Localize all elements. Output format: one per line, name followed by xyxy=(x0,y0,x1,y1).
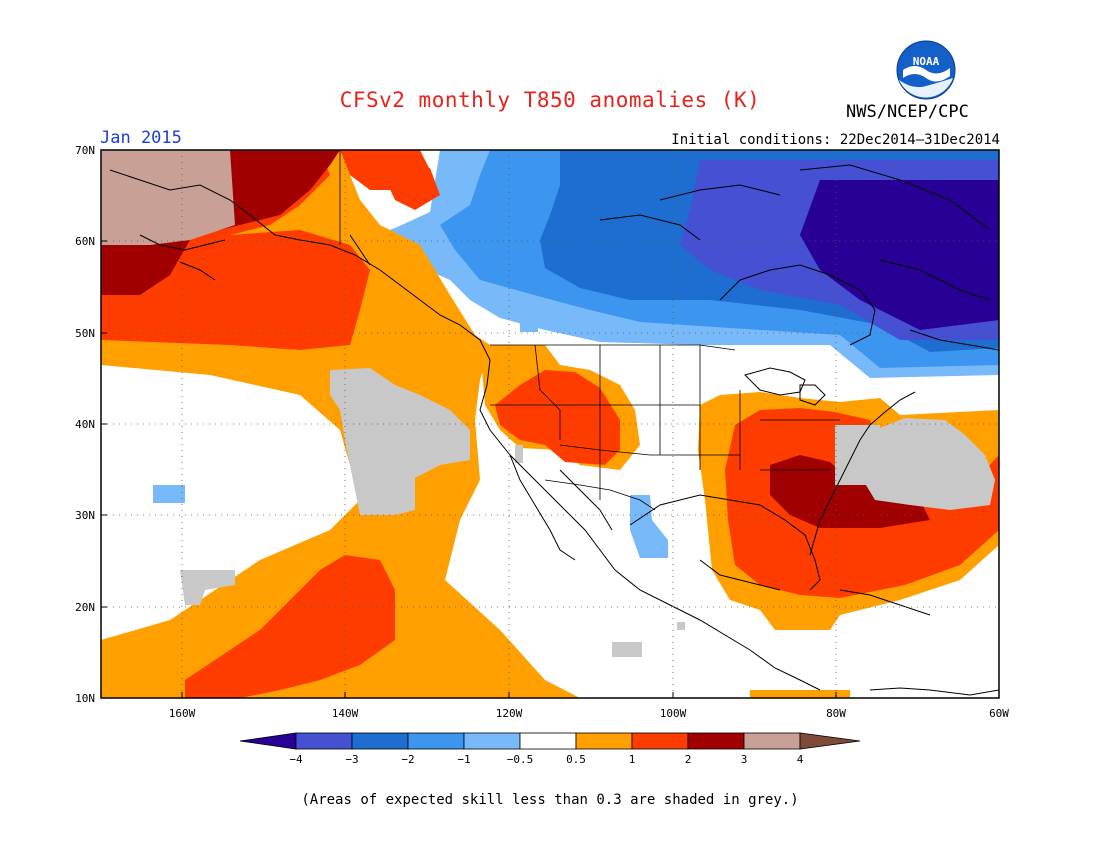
lat-label: 50N xyxy=(75,327,95,340)
colorbar-label: 4 xyxy=(797,753,804,766)
borders xyxy=(339,150,840,511)
colorbar-label: −0.5 xyxy=(507,753,534,766)
lon-label: 140W xyxy=(332,707,359,720)
colorbar-label: 1 xyxy=(629,753,636,766)
anomaly-region-p1-west xyxy=(495,370,620,465)
initial-conditions: Initial conditions: 22Dec2014–31Dec2014 xyxy=(671,132,1000,148)
lon-label: 100W xyxy=(660,707,687,720)
colorbar-label: −4 xyxy=(289,753,303,766)
colorbar-swatch xyxy=(687,732,745,750)
colorbar-label: 3 xyxy=(741,753,748,766)
lat-label: 10N xyxy=(75,692,95,705)
colorbar-label: −2 xyxy=(401,753,414,766)
colorbar-swatch xyxy=(351,732,409,750)
lon-labels: 160W 140W 120W 100W 80W 60W xyxy=(169,707,1010,720)
colorbar-label: −3 xyxy=(345,753,358,766)
lat-label: 60N xyxy=(75,235,95,248)
coastlines xyxy=(109,164,999,696)
lon-label: 160W xyxy=(169,707,196,720)
lon-label: 80W xyxy=(826,707,846,720)
agency-label: NWS/NCEP/CPC xyxy=(846,102,969,122)
colorbar-swatch xyxy=(463,732,521,750)
low-skill-region-atlantic xyxy=(860,418,995,510)
colorbar-swatch xyxy=(407,732,465,750)
lat-label: 40N xyxy=(75,418,95,431)
lon-label: 60W xyxy=(989,707,1009,720)
colorbar-swatch xyxy=(239,732,297,750)
colorbar-swatch xyxy=(575,732,633,750)
lat-labels: 70N 60N 50N 40N 30N 20N 10N xyxy=(75,144,95,705)
colorbar-swatch xyxy=(743,732,801,750)
skill-note: (Areas of expected skill less than 0.3 a… xyxy=(301,792,799,808)
lat-label: 30N xyxy=(75,509,95,522)
graticule xyxy=(101,150,999,698)
lon-label: 120W xyxy=(496,707,523,720)
forecast-month: Jan 2015 xyxy=(100,128,182,148)
lat-label: 20N xyxy=(75,601,95,614)
chart-title: CFSv2 monthly T850 anomalies (K) xyxy=(339,88,761,112)
colorbar-labels: −4 −3 −2 −1 −0.5 0.5 1 2 3 4 xyxy=(289,753,803,766)
low-skill-region-pacific xyxy=(330,368,470,515)
logo-text: NOAA xyxy=(913,55,940,68)
noaa-logo: NOAA xyxy=(896,40,956,100)
colorbar-swatch xyxy=(799,732,861,750)
anomaly-region-p1-subtropical xyxy=(185,555,395,698)
anomaly-map: 70N 60N 50N 40N 30N 20N 10N 160W 140W 12… xyxy=(75,144,1010,766)
colorbar xyxy=(239,732,861,750)
anomaly-region-p3-alaska xyxy=(101,150,235,245)
anomaly-region-p2-southeast xyxy=(770,455,930,528)
colorbar-label: −1 xyxy=(457,753,470,766)
colorbar-swatch xyxy=(519,732,577,750)
lat-label: 70N xyxy=(75,144,95,157)
colorbar-swatch xyxy=(631,732,689,750)
colorbar-label: 0.5 xyxy=(566,753,586,766)
anomaly-region-n4 xyxy=(800,180,999,330)
colorbar-swatch xyxy=(295,732,353,750)
colorbar-label: 2 xyxy=(685,753,692,766)
anomaly-field xyxy=(101,150,999,698)
